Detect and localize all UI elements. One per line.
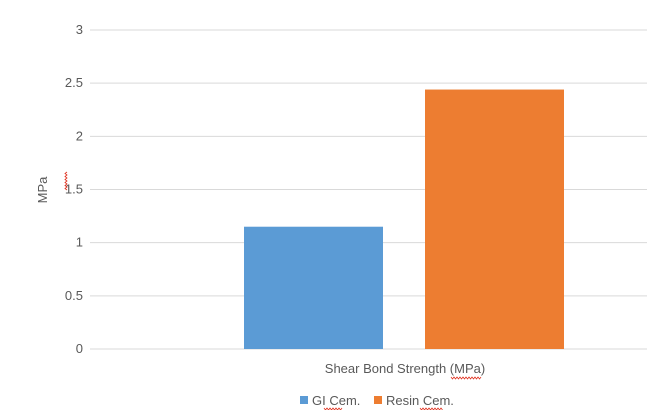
y-axis-title: MPa [35, 176, 50, 204]
legend-label-gi-cem: GI Cem. [312, 393, 360, 408]
y-tick-label: 0 [76, 341, 83, 356]
y-tick-label: 2.5 [65, 75, 83, 90]
y-tick-label: 3 [76, 22, 83, 37]
y-tick-label: 1.5 [65, 182, 83, 197]
legend-label-resin-cem-squiggle [419, 407, 443, 411]
legend-label-resin-cem: Resin Cem. [386, 393, 454, 408]
legend-swatch-gi-cem [300, 396, 308, 404]
y-axis-title-squiggle [64, 171, 68, 191]
y-tick-label: 1 [76, 235, 83, 250]
y-tick-labels: 0 0.5 1 1.5 2 2.5 3 [65, 22, 83, 356]
bar-gi-cem [244, 226, 383, 349]
y-tick-label: 0.5 [65, 288, 83, 303]
legend: GI Cem. Resin Cem. [300, 393, 454, 411]
x-category-label-squiggle [450, 376, 482, 380]
bars [244, 89, 564, 350]
legend-swatch-resin-cem [374, 396, 382, 404]
bar-resin-cem [425, 89, 564, 350]
x-category-label: Shear Bond Strength (MPa) [325, 361, 485, 376]
legend-label-gi-cem-squiggle [323, 407, 343, 411]
y-tick-label: 2 [76, 128, 83, 143]
